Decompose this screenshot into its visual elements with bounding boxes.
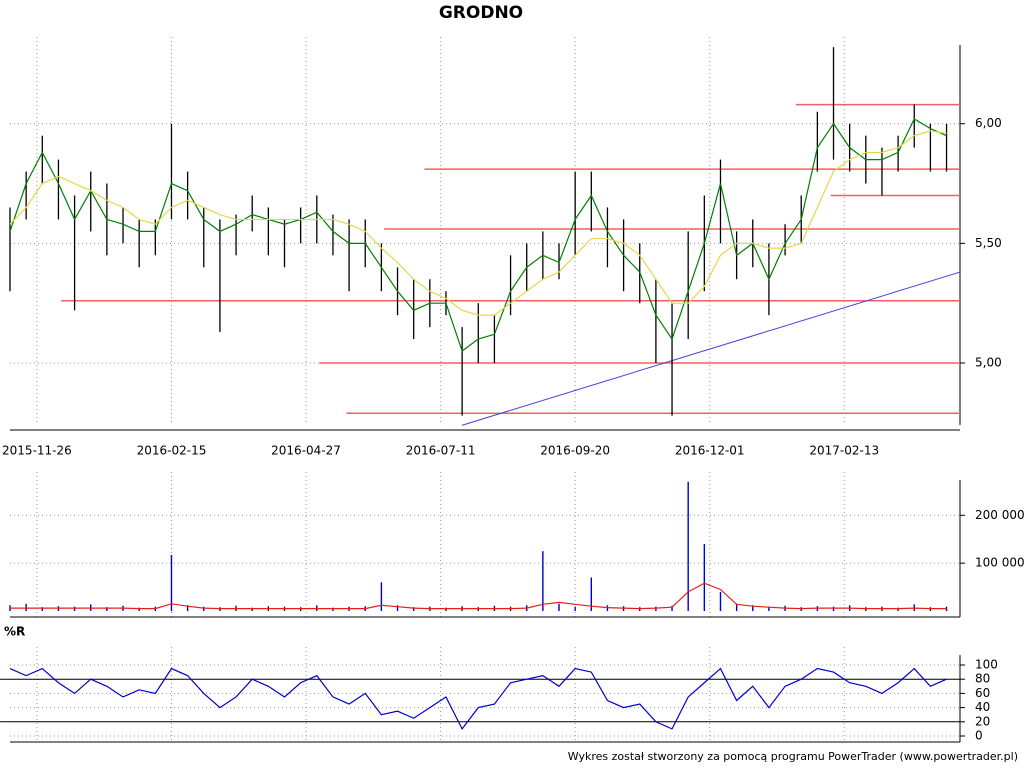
- volume-bar: [719, 591, 722, 611]
- y-tick-label: 200 000: [975, 508, 1024, 522]
- volume-bar: [832, 606, 835, 611]
- moving-average: [9, 118, 947, 353]
- volume-bar: [73, 606, 76, 611]
- volume-bar: [332, 607, 334, 611]
- volume-bar: [396, 605, 399, 611]
- indicator-line: [9, 667, 947, 731]
- volume-bar: [380, 582, 383, 611]
- volume-bar: [41, 607, 43, 611]
- volume-bar: [655, 606, 657, 611]
- y-tick-label: 5,00: [975, 356, 1002, 370]
- moving-average: [9, 130, 947, 316]
- volume-bar: [106, 607, 108, 611]
- x-tick-label: 2016-02-15: [137, 444, 207, 458]
- volume-bar: [703, 544, 706, 611]
- volume-bar: [203, 606, 205, 611]
- y-tick-label: 6,00: [975, 116, 1002, 130]
- volume-bar: [412, 607, 415, 611]
- x-tick-label: 2016-04-27: [271, 444, 341, 458]
- volume-bar: [897, 607, 899, 611]
- x-tick-label: 2015-11-26: [2, 444, 72, 458]
- volume-bar: [558, 603, 560, 611]
- trend-line: [461, 271, 961, 426]
- volume-bar: [768, 606, 770, 611]
- volume-bar: [186, 605, 189, 611]
- y-tick-label: 100 000: [975, 556, 1024, 570]
- volume-bar: [170, 555, 173, 611]
- x-tick-label: 2016-09-20: [540, 444, 610, 458]
- x-tick-label: 2017-02-13: [809, 444, 879, 458]
- volume-bar: [542, 551, 544, 611]
- y-tick-label: 100: [975, 658, 998, 672]
- volume-bar: [687, 481, 689, 611]
- y-tick-label: 0: [975, 729, 983, 743]
- volume-bar: [251, 607, 253, 611]
- volume-bar: [590, 577, 593, 611]
- y-tick-label: 60: [975, 686, 990, 700]
- volume-bar: [945, 606, 948, 611]
- y-tick-label: 40: [975, 700, 990, 714]
- y-tick-label: 80: [975, 672, 990, 686]
- x-tick-label: 2016-07-11: [406, 444, 476, 458]
- y-tick-label: 5,50: [975, 236, 1002, 250]
- panel-title: %R: [4, 625, 25, 639]
- x-tick-label: 2016-12-01: [675, 444, 745, 458]
- volume-average: [10, 582, 947, 610]
- y-tick-label: 20: [975, 714, 990, 728]
- volume-bar: [752, 605, 754, 611]
- chart-title: GRODNO: [439, 3, 523, 23]
- volume-bar: [671, 605, 673, 611]
- footer: Wykres został stworzony za pomocą progra…: [568, 750, 1018, 763]
- volume-bar: [735, 603, 738, 611]
- volume-bar: [574, 606, 576, 611]
- volume-bar: [445, 607, 447, 611]
- volume-bar: [25, 603, 27, 611]
- volume-bar: [138, 607, 140, 611]
